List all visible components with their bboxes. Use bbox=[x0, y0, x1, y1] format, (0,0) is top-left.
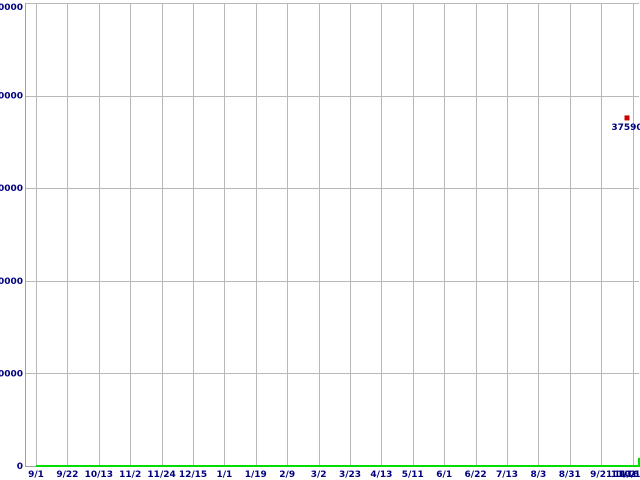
x-axis-tick-label: 9/22 bbox=[56, 470, 78, 480]
y-axis-tick-label: 30000 bbox=[0, 184, 23, 194]
x-axis-tick-label: 6/22 bbox=[465, 470, 487, 480]
x-axis-tick-label: 11/16 bbox=[611, 470, 639, 480]
y-axis-tick-label: 0 bbox=[17, 462, 23, 472]
y-axis-tick-label: 20000 bbox=[0, 277, 23, 287]
x-axis-tick-label: 6/1 bbox=[436, 470, 452, 480]
data-point-markers bbox=[624, 115, 630, 121]
x-axis-tick-label: 9/1 bbox=[28, 470, 44, 480]
series-line-baseline bbox=[36, 457, 640, 467]
x-axis-tick-label: 4/13 bbox=[370, 470, 392, 480]
x-axis-tick-label: 3/23 bbox=[339, 470, 361, 480]
x-axis-tick-label: 11/2 bbox=[614, 470, 636, 480]
x-axis-tick-label: 10/12 bbox=[618, 470, 640, 480]
gridlines-vertical bbox=[36, 3, 634, 466]
data-point-label: 37590 bbox=[611, 123, 640, 133]
x-axis-tick-label: 11/2 bbox=[119, 470, 141, 480]
axis-lines bbox=[25, 3, 639, 467]
x-axis-tick-label: 12/15 bbox=[179, 470, 207, 480]
x-axis-tick-label: 8/31 bbox=[559, 470, 581, 480]
y-axis-tick-label: 10000 bbox=[0, 369, 23, 379]
x-axis-tick-labels: 9/1 9/22 10/13 11/2 11/24 12/15 1/1 1/19 2/9 3/2 3… bbox=[28, 470, 640, 480]
series-baseline-line bbox=[36, 457, 640, 467]
x-axis-tick-label: 10/13 bbox=[85, 470, 113, 480]
x-axis-tick-label: 7/13 bbox=[496, 470, 518, 480]
data-point-value-labels: 37590 bbox=[611, 123, 640, 133]
y-axis-tick-label: 50000 bbox=[0, 3, 23, 13]
x-axis-tick-label: 1/19 bbox=[245, 470, 267, 480]
x-axis-tick-label: 9/21 bbox=[590, 470, 612, 480]
x-axis-tick-label: 2/9 bbox=[279, 470, 295, 480]
gridlines-horizontal bbox=[25, 3, 639, 467]
data-point-marker bbox=[624, 115, 630, 121]
x-axis-tick-label: 1/1 bbox=[216, 470, 232, 480]
y-axis-tick-label: 40000 bbox=[0, 92, 23, 102]
x-axis-tick-label: 11/24 bbox=[147, 470, 175, 480]
x-axis-tick-label: 3/2 bbox=[311, 470, 327, 480]
x-axis-tick-label: 8/3 bbox=[530, 470, 546, 480]
y-axis-tick-labels: 0 10000 20000 30000 40000 50000 bbox=[0, 3, 23, 472]
x-axis-tick-label: 5/11 bbox=[402, 470, 424, 480]
